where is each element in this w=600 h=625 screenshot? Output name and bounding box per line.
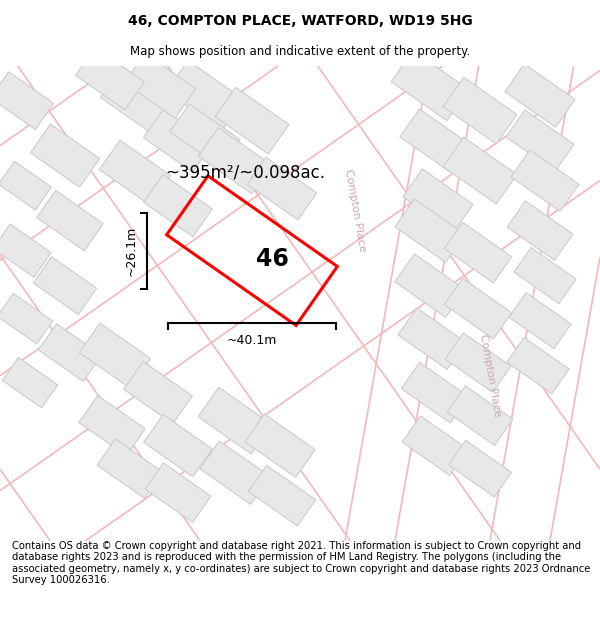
- Polygon shape: [507, 201, 573, 261]
- Text: 46, COMPTON PLACE, WATFORD, WD19 5HG: 46, COMPTON PLACE, WATFORD, WD19 5HG: [128, 14, 472, 28]
- Text: Map shows position and indicative extent of the property.: Map shows position and indicative extent…: [130, 44, 470, 58]
- Polygon shape: [79, 323, 151, 388]
- Polygon shape: [401, 362, 469, 423]
- Polygon shape: [79, 396, 145, 456]
- Polygon shape: [443, 78, 517, 144]
- Polygon shape: [395, 254, 465, 318]
- Polygon shape: [2, 357, 58, 408]
- Text: ~26.1m: ~26.1m: [125, 226, 137, 276]
- Polygon shape: [215, 88, 289, 154]
- Polygon shape: [395, 199, 465, 262]
- Polygon shape: [0, 293, 53, 344]
- Polygon shape: [507, 338, 569, 394]
- Polygon shape: [444, 222, 512, 283]
- Polygon shape: [0, 224, 51, 278]
- Polygon shape: [143, 174, 212, 237]
- Text: ~40.1m: ~40.1m: [227, 334, 277, 347]
- Polygon shape: [448, 440, 512, 497]
- Polygon shape: [248, 465, 316, 526]
- Polygon shape: [0, 72, 54, 129]
- Text: 46: 46: [256, 247, 289, 271]
- Polygon shape: [444, 278, 512, 339]
- Text: ~395m²/~0.098ac.: ~395m²/~0.098ac.: [165, 164, 325, 182]
- Polygon shape: [445, 333, 511, 392]
- Polygon shape: [514, 248, 576, 304]
- Polygon shape: [170, 104, 240, 168]
- Polygon shape: [31, 124, 100, 187]
- Polygon shape: [403, 169, 473, 232]
- Polygon shape: [124, 361, 193, 424]
- Polygon shape: [97, 439, 163, 498]
- Polygon shape: [447, 386, 513, 446]
- Polygon shape: [37, 191, 103, 251]
- Polygon shape: [0, 161, 52, 210]
- Polygon shape: [145, 463, 211, 522]
- Polygon shape: [443, 138, 517, 204]
- Polygon shape: [402, 416, 468, 476]
- Polygon shape: [398, 308, 466, 369]
- Polygon shape: [505, 64, 575, 127]
- Polygon shape: [511, 150, 579, 211]
- Polygon shape: [33, 257, 97, 314]
- Text: Compton Place: Compton Place: [478, 334, 502, 418]
- Polygon shape: [400, 109, 470, 172]
- Polygon shape: [166, 61, 244, 131]
- Polygon shape: [143, 414, 212, 477]
- Text: Contains OS data © Crown copyright and database right 2021. This information is : Contains OS data © Crown copyright and d…: [12, 541, 590, 586]
- Polygon shape: [99, 140, 171, 205]
- Polygon shape: [200, 441, 270, 504]
- Polygon shape: [391, 51, 469, 121]
- Polygon shape: [506, 110, 574, 171]
- Polygon shape: [245, 414, 315, 478]
- Polygon shape: [124, 53, 196, 118]
- Polygon shape: [199, 127, 272, 194]
- Text: Compton Place: Compton Place: [343, 169, 367, 252]
- Polygon shape: [38, 324, 102, 381]
- Polygon shape: [76, 48, 145, 110]
- Polygon shape: [198, 388, 272, 454]
- Polygon shape: [509, 292, 571, 349]
- Polygon shape: [247, 158, 317, 220]
- Polygon shape: [143, 109, 212, 172]
- Polygon shape: [100, 66, 176, 135]
